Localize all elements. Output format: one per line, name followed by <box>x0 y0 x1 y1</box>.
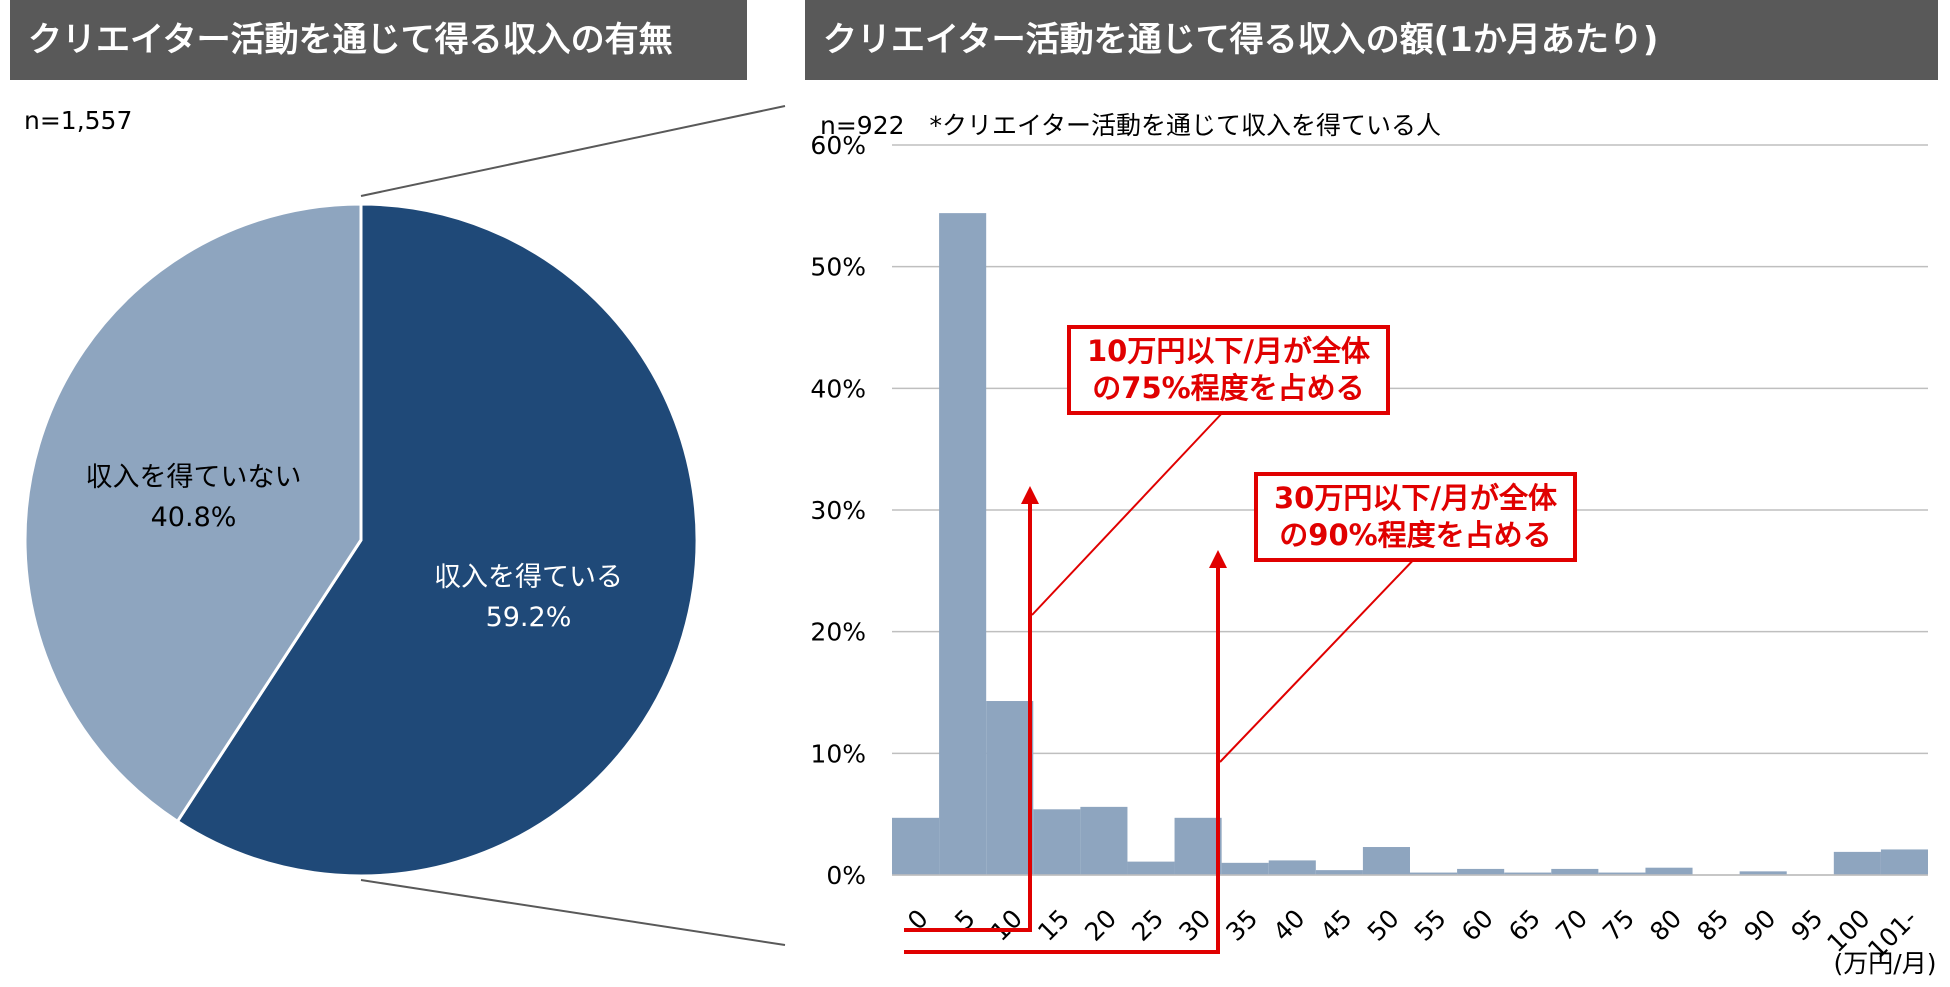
x-tick-60: 60 <box>1456 904 1499 947</box>
callout-10man-line2: の75%程度を占める <box>1092 371 1365 405</box>
arrow-30man-head <box>1209 550 1227 568</box>
callout-30man-line1: 30万円以下/月が全体 <box>1274 481 1557 515</box>
bar-55 <box>1410 872 1458 875</box>
bar-65 <box>1504 872 1552 875</box>
bar-35 <box>1221 862 1269 875</box>
pie-slice-1 <box>23 202 363 824</box>
x-tick-55: 55 <box>1409 904 1452 947</box>
pie-value-0: 59.2% <box>486 602 572 633</box>
bar-panel-title: クリエイター活動を通じて得る収入の額(1か月あたり) <box>805 0 1938 80</box>
pie-slice-0 <box>175 202 699 878</box>
callout-30man: 30万円以下/月が全体 の90%程度を占める <box>1254 472 1577 562</box>
y-tick-5: 50% <box>810 253 866 282</box>
x-tick-50: 50 <box>1362 904 1405 947</box>
x-tick-80: 80 <box>1644 904 1687 947</box>
x-tick-35: 35 <box>1220 904 1263 947</box>
y-tick-2: 20% <box>810 618 866 647</box>
bar-sample-size: n=922 *クリエイター活動を通じて収入を得ている人 <box>820 111 1442 140</box>
bar-60 <box>1457 868 1505 875</box>
x-tick-65: 65 <box>1503 904 1546 947</box>
bar-20 <box>1080 806 1128 875</box>
x-tick-15: 15 <box>1032 904 1075 947</box>
bar-100 <box>1833 851 1881 875</box>
pie-chart: 収入を得ている 59.2% 収入を得ていない 40.8% <box>23 202 699 878</box>
x-tick-70: 70 <box>1550 904 1593 947</box>
y-tick-1: 10% <box>810 739 866 768</box>
arrow-10man-head <box>1021 486 1039 504</box>
bar-30 <box>1174 817 1222 875</box>
y-tick-0: 0% <box>826 861 866 890</box>
x-tick-20: 20 <box>1079 904 1122 947</box>
x-tick-25: 25 <box>1126 904 1169 947</box>
bar-50 <box>1362 847 1410 875</box>
x-tick-85: 85 <box>1691 904 1734 947</box>
connector-line-top <box>360 105 786 197</box>
bar-75 <box>1598 872 1646 875</box>
bar-80 <box>1645 867 1693 875</box>
pie-label-1: 収入を得ていない <box>86 462 302 493</box>
callout-10man-line1: 10万円以下/月が全体 <box>1087 334 1370 368</box>
x-axis-unit: (万円/月) <box>1834 949 1937 978</box>
bar-25 <box>1127 861 1175 875</box>
bar-70 <box>1551 868 1599 875</box>
bar-45 <box>1315 870 1363 875</box>
pie-sample-size: n=1,557 <box>24 106 133 135</box>
y-tick-3: 30% <box>810 496 866 525</box>
x-tick-10: 10 <box>985 904 1028 947</box>
y-tick-4: 40% <box>810 374 866 403</box>
callout-10man: 10万円以下/月が全体 の75%程度を占める <box>1067 325 1390 415</box>
bar-0 <box>892 817 940 875</box>
callout-30man-line2: の90%程度を占める <box>1279 518 1552 552</box>
x-tick-75: 75 <box>1597 904 1640 947</box>
pie-label-0: 収入を得ている <box>434 562 623 593</box>
bar-5 <box>939 213 987 876</box>
bar-10 <box>986 701 1034 875</box>
x-tick-90: 90 <box>1738 904 1781 947</box>
bar-15 <box>1033 809 1081 875</box>
callout-30man-pointer <box>1219 552 1421 763</box>
x-tick-95: 95 <box>1786 904 1829 947</box>
y-tick-6: 60% <box>810 131 866 160</box>
arrow-10man-line <box>904 502 1032 932</box>
bar-90 <box>1739 871 1787 875</box>
pie-value-1: 40.8% <box>151 502 237 533</box>
x-tick-45: 45 <box>1315 904 1358 947</box>
bar-101- <box>1880 849 1928 875</box>
arrow-30man-line <box>904 566 1220 954</box>
connector-line-bottom <box>360 879 786 946</box>
callout-10man-pointer <box>1031 409 1226 616</box>
x-tick-30: 30 <box>1173 904 1216 947</box>
bar-40 <box>1268 860 1316 875</box>
pie-panel-title: クリエイター活動を通じて得る収入の有無 <box>10 0 747 80</box>
x-tick-40: 40 <box>1268 904 1311 947</box>
